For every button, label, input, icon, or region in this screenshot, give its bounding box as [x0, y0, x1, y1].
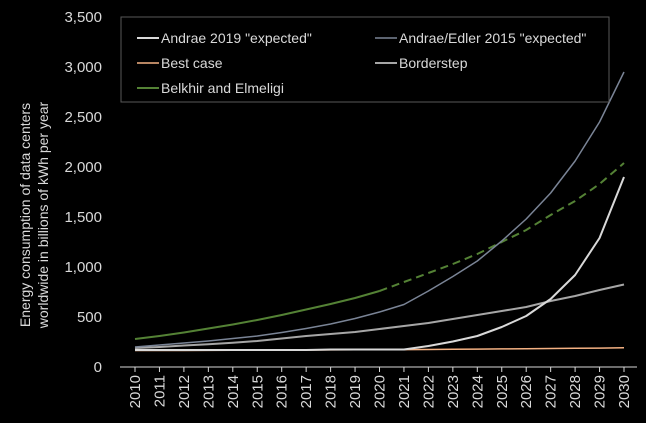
- x-tick-label: 2019: [347, 375, 364, 408]
- y-axis-title-line-2: worldwide in billions of kWh per year: [35, 101, 51, 329]
- x-tick-label: 2028: [567, 375, 584, 408]
- legend-label: Belkhir and Elmeligi: [161, 80, 284, 96]
- series-line-belkhir-solid: [134, 290, 380, 340]
- legend: Andrae 2019 "expected" Andrae/Edler 2015 …: [120, 16, 610, 103]
- series-line: [134, 283, 625, 349]
- legend-label: Best case: [161, 55, 223, 71]
- x-tick-label: 2024: [469, 375, 486, 408]
- x-tick-label: 2030: [616, 375, 633, 408]
- y-tick-label: 1,500: [64, 209, 102, 226]
- series-line: [134, 71, 625, 348]
- y-axis-ticks: 0 500 1,000 1,500 2,000 2,500 3,000 3,500: [64, 9, 102, 376]
- y-tick-label: 0: [94, 359, 102, 376]
- x-tick-label: 2025: [494, 375, 511, 408]
- x-tick-label: 2020: [372, 375, 389, 408]
- series-line: [135, 176, 625, 351]
- y-tick-label: 3,000: [64, 59, 102, 76]
- y-axis-title: Energy consumption of data centers world…: [17, 101, 51, 329]
- x-tick-label: 2014: [225, 375, 242, 408]
- x-tick-label: 2027: [543, 375, 560, 408]
- y-tick-label: 500: [77, 309, 102, 326]
- legend-box: [120, 16, 610, 103]
- y-tick-label: 3,500: [64, 9, 102, 26]
- y-tick-label: 1,000: [64, 259, 102, 276]
- x-tick-label: 2017: [298, 375, 315, 408]
- legend-label: Andrae 2019 "expected": [161, 30, 312, 46]
- y-tick-label: 2,500: [64, 109, 102, 126]
- x-tick-label: 2023: [445, 375, 462, 408]
- x-tick-label: 2013: [200, 375, 217, 408]
- x-tick-label: 2016: [274, 375, 291, 408]
- y-axis-title-line-1: Energy consumption of data centers: [17, 103, 33, 327]
- legend-label: Borderstep: [399, 55, 468, 71]
- x-tick-label: 2018: [323, 375, 340, 408]
- plot-area: [134, 71, 625, 352]
- legend-label: Andrae/Edler 2015 "expected": [399, 30, 586, 46]
- x-axis-ticks: 2010 2011 2012 2013 2014 2015 2016 2017 2018 2019…: [127, 367, 633, 408]
- x-tick-label: 2021: [396, 375, 413, 408]
- y-tick-label: 2,000: [64, 159, 102, 176]
- x-tick-label: 2029: [592, 375, 609, 408]
- x-tick-label: 2011: [151, 375, 168, 407]
- x-tick-label: 2012: [176, 375, 193, 408]
- x-tick-label: 2010: [127, 375, 144, 408]
- x-tick-label: 2015: [249, 375, 266, 408]
- x-tick-label: 2026: [518, 375, 535, 408]
- x-tick-label: 2022: [420, 375, 437, 408]
- series-line-belkhir-dashed: [379, 162, 625, 292]
